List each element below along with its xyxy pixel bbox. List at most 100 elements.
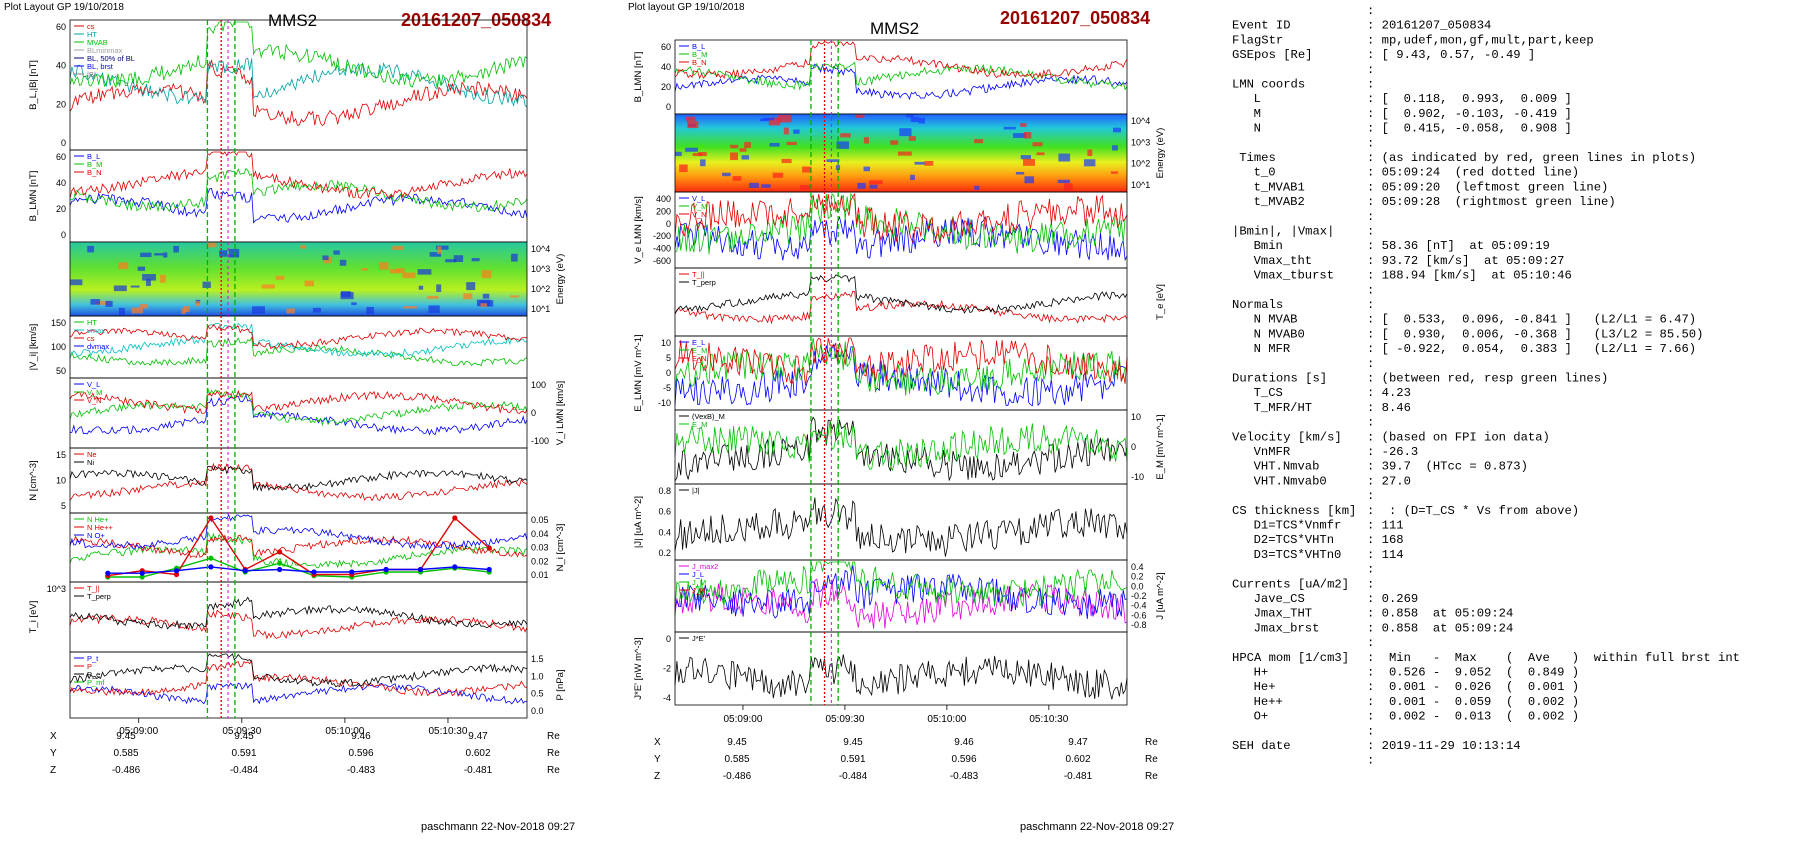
y-tick-label: 10^3	[1131, 137, 1150, 147]
series-point	[452, 515, 458, 521]
spectrogram-patch	[863, 137, 869, 144]
info-value: : 2019-11-29 10:13:14	[1367, 739, 1521, 753]
spectrogram-patch	[744, 141, 751, 148]
spectrogram-patch	[323, 256, 332, 264]
y-axis-label: B_LMN [nT]	[28, 171, 39, 222]
series-point	[383, 566, 389, 573]
spectrogram-patch	[333, 250, 340, 255]
spectrogram-patch	[417, 269, 432, 275]
coord-row-label: Z	[654, 771, 660, 782]
spectrogram-patch	[118, 262, 129, 270]
legend-label: B_N	[692, 58, 707, 67]
panel-frame	[69, 651, 528, 719]
legend-label: HT	[87, 318, 97, 327]
trace-2	[69, 323, 528, 350]
legend-label: V_L	[87, 380, 100, 389]
spectrogram-patch	[482, 293, 490, 299]
legend-label: P_mf	[87, 678, 105, 687]
trace-0	[674, 497, 1128, 557]
spectrogram-patch	[762, 117, 775, 121]
spectrogram-patch	[466, 282, 476, 291]
info-value: : 05:09:24 (red dotted line)	[1367, 166, 1579, 180]
info-value: :	[1367, 63, 1374, 77]
y-tick-label: 0.4	[658, 527, 671, 537]
y-tick-label: 0	[61, 138, 66, 148]
legend-label: B_M	[692, 50, 707, 59]
coord-unit: Re	[1145, 771, 1158, 782]
coord-value: 0.596	[951, 754, 976, 765]
spectrogram-patch	[312, 307, 321, 313]
trace-0	[69, 462, 528, 502]
left-time-axis: 05:09:00 05:09:30 05:10:00 05:10:30 X 9.45 9.4…	[50, 718, 560, 776]
coord-value: 0.585	[113, 748, 138, 759]
spectrogram-patch	[437, 246, 442, 254]
spectrogram-patch	[445, 259, 457, 263]
legend-label: J_M	[692, 578, 706, 587]
series-point	[452, 564, 458, 570]
series-point	[311, 569, 317, 575]
spectrogram-patch	[228, 255, 240, 258]
spectrogram-patch	[698, 152, 707, 157]
y-tick-label: 0.04	[531, 529, 549, 539]
trace-2	[674, 337, 1128, 386]
y-tick-label: -100	[531, 436, 549, 446]
coord-row-label: X	[50, 731, 57, 742]
info-value: : [ -0.922, 0.054, 0.383 ] (L2/L1 = 7.66…	[1367, 342, 1696, 356]
spectrogram-patch	[90, 299, 101, 305]
coord-value: 0.602	[465, 748, 490, 759]
right-panel-5: E_LE_ME_N 10 5 0 -5 -10 E_LMN [mV m^-1]	[633, 334, 1128, 412]
trace-2	[69, 389, 528, 415]
trace-0	[69, 188, 528, 224]
trace-2	[69, 21, 528, 89]
spectrogram-patch	[137, 266, 146, 271]
spectrogram-patch	[768, 117, 781, 126]
y-axis-label: E_LMN [mV m^-1]	[633, 334, 644, 411]
legend-label: cs	[87, 334, 95, 343]
info-key: VHT.Nmvab0	[1254, 474, 1327, 488]
spectrogram-patch	[403, 306, 418, 309]
trace-1	[69, 659, 528, 697]
info-value: : [ 0.930, 0.006, -0.368 ] (L3/L2 = 85.5…	[1367, 327, 1703, 341]
series-point	[349, 569, 355, 575]
y-axis-label: V_e LMN [km/s]	[633, 196, 644, 264]
spectrogram-patch	[700, 159, 706, 167]
spectrogram-patch	[1013, 133, 1027, 138]
spectrogram-patch	[1015, 172, 1025, 175]
info-key: N MVAB0	[1254, 327, 1305, 341]
trace-0	[69, 609, 528, 640]
panel-frame	[69, 315, 528, 379]
info-key: Vmax_tburst	[1254, 269, 1334, 283]
legend-label: E_M	[692, 420, 707, 429]
spectrogram-patch	[183, 305, 190, 313]
trace-0	[674, 654, 1128, 700]
info-value: : 0.001 - 0.059 ( 0.002 )	[1367, 695, 1579, 709]
info-key: Event ID	[1232, 19, 1291, 33]
coord-value: -0.481	[1064, 771, 1093, 782]
y-tick-label: 0.2	[1131, 572, 1144, 582]
trace-0	[69, 394, 528, 436]
coord-unit: Re	[547, 731, 560, 742]
y-tick-label: -5	[663, 383, 671, 393]
spectrogram-patch	[910, 117, 919, 123]
y-tick-label: 150	[51, 318, 66, 328]
spectrogram-patch	[918, 117, 926, 124]
spectrogram-patch	[1112, 127, 1121, 133]
trace-1	[674, 61, 1128, 91]
legend-label: V_N	[87, 396, 102, 405]
series-line-1	[107, 516, 490, 577]
spectrogram-patch	[154, 253, 164, 256]
y-tick-label: 5	[61, 501, 66, 511]
y-axis-label: N [cm^-3]	[28, 460, 39, 500]
info-key: D1=TCS*Vnmfr	[1254, 519, 1342, 533]
legend-label: T_perp	[692, 278, 716, 287]
trace-1	[674, 337, 1128, 396]
trace-0	[674, 290, 1128, 325]
info-value: :	[1367, 489, 1374, 503]
y-tick-label: -0.4	[1131, 601, 1147, 611]
legend-label: HT	[87, 30, 97, 39]
spectrogram-patch	[228, 248, 240, 257]
right-panel-9: J*E' 0 -2 -4 J*E' [nW m^-3]	[633, 631, 1128, 706]
spectrogram-patch	[910, 174, 915, 181]
y-axis-label: Energy (eV)	[555, 254, 566, 305]
